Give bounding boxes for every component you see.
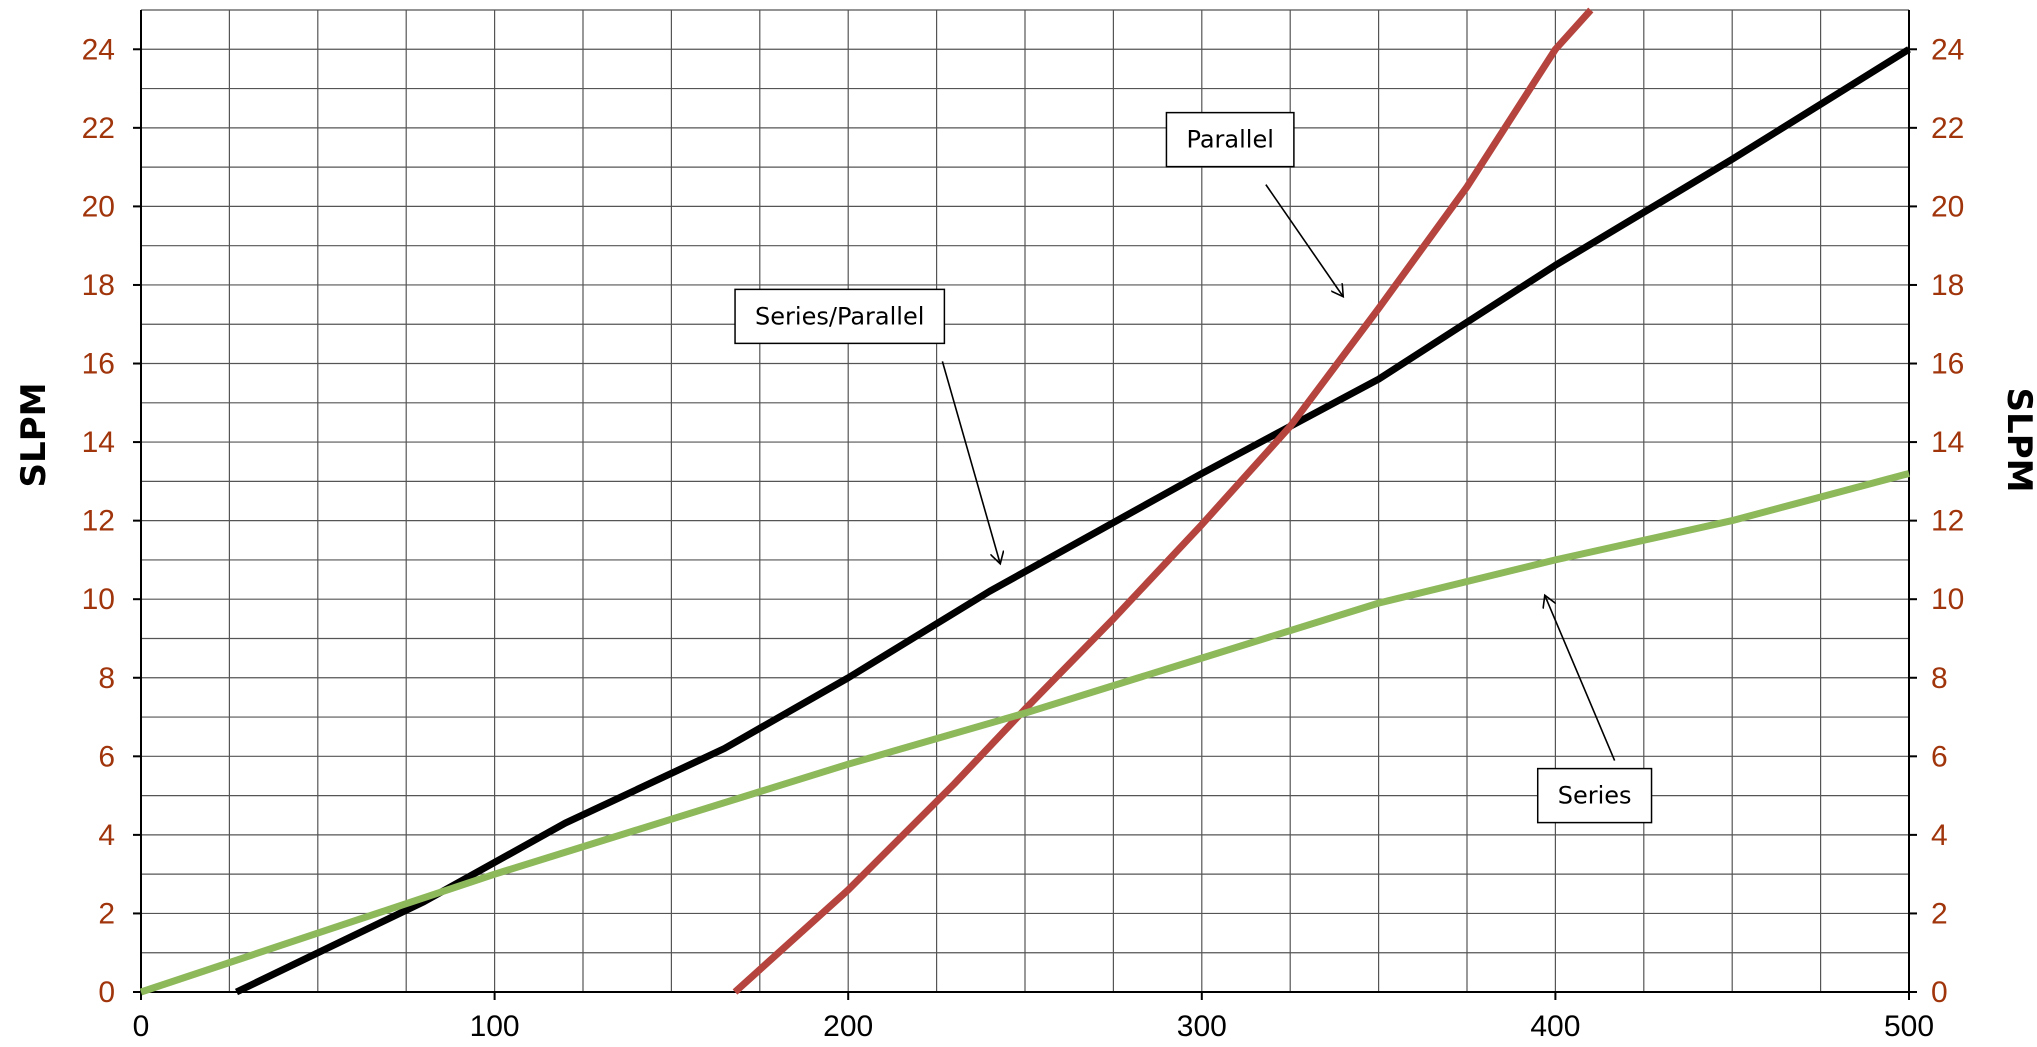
y-tick-label-right: 22: [1931, 112, 1964, 145]
callout-parallel: Parallel: [1165, 111, 1343, 297]
y-tick-label-left: 14: [82, 426, 115, 459]
callout-series: Series: [1536, 595, 1653, 824]
y-tick-label-left: 24: [82, 33, 115, 66]
y-tick-label-right: 14: [1931, 426, 1964, 459]
callout-label-parallel: Parallel: [1186, 126, 1273, 154]
y-tick-label-left: 8: [98, 662, 115, 695]
callout-box-series: [1536, 767, 1653, 824]
y-tick-label-left: 20: [82, 190, 115, 223]
y-tick-label-left: 0: [98, 976, 115, 1009]
x-tick-label: 200: [823, 1010, 873, 1043]
callout-arrow-series-parallel: [941, 361, 1000, 563]
y-tick-label-left: 4: [98, 819, 115, 852]
callouts: Parallel Series/Parallel Series: [734, 111, 1653, 824]
callout-arrow-parallel: [1265, 184, 1343, 297]
y-tick-label-right: 0: [1931, 976, 1948, 1009]
y-tick-label-right: 6: [1931, 740, 1948, 773]
series-line-series-parallel: [234, 46, 1911, 996]
y-tick-label-left: 18: [82, 269, 115, 302]
callout-series-parallel: Series/Parallel: [734, 288, 1000, 563]
y-tick-label-right: 24: [1931, 33, 1964, 66]
callout-box-parallel: [1165, 111, 1295, 168]
y-tick-label-left: 6: [98, 740, 115, 773]
y-tick-label-left: 16: [82, 348, 115, 381]
y-axis-title-left: SLPM: [14, 383, 54, 488]
grid-lines: [140, 9, 1910, 993]
y-tick-label-right: 4: [1931, 819, 1948, 852]
y-tick-label-right: 8: [1931, 662, 1948, 695]
series-line-series: [139, 470, 1910, 996]
callout-box-series-parallel: [734, 288, 946, 345]
y-axis-title-right: SLPM: [1999, 388, 2037, 493]
series-lines: [139, 7, 1911, 996]
y-tick-label-right: 12: [1931, 505, 1964, 538]
y-tick-label-right: 16: [1931, 348, 1964, 381]
y-tick-label-left: 2: [98, 897, 115, 930]
callout-label-series: Series: [1558, 782, 1632, 810]
x-tick-label: 0: [133, 1010, 150, 1043]
y-tick-label-right: 18: [1931, 269, 1964, 302]
y-tick-label-left: 10: [82, 583, 115, 616]
y-tick-label-right: 2: [1931, 897, 1948, 930]
x-tick-label: 500: [1884, 1010, 1934, 1043]
y-tick-label-right: 10: [1931, 583, 1964, 616]
callout-label-series-parallel: Series/Parallel: [755, 302, 924, 330]
y-tick-label-left: 12: [82, 505, 115, 538]
x-axis: 0 100 200 300 400 500: [133, 992, 1934, 1043]
x-tick-label: 100: [470, 1010, 520, 1043]
x-tick-label: 300: [1177, 1010, 1227, 1043]
series-line-parallel: [732, 7, 1594, 995]
y-tick-label-right: 20: [1931, 190, 1964, 223]
y-tick-label-left: 22: [82, 112, 115, 145]
x-tick-label: 400: [1530, 1010, 1580, 1043]
plot-frame: [140, 10, 1910, 993]
callout-arrow-series: [1545, 595, 1616, 761]
